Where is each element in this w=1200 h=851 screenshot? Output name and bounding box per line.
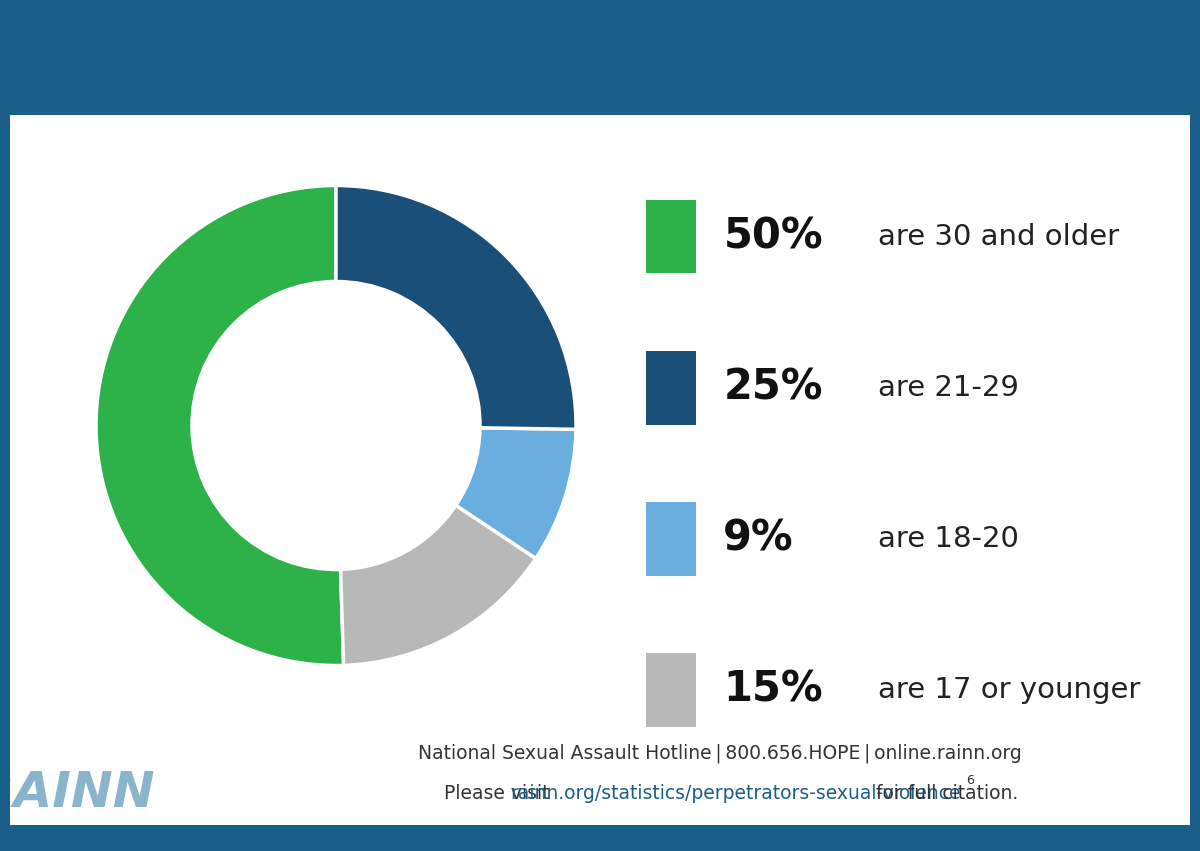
Text: 15%: 15%	[724, 669, 823, 711]
Text: are 17 or younger: are 17 or younger	[878, 676, 1140, 704]
Text: 9%: 9%	[724, 518, 794, 560]
FancyBboxPatch shape	[646, 654, 696, 727]
FancyBboxPatch shape	[646, 351, 696, 425]
Text: are 21-29: are 21-29	[878, 374, 1019, 402]
Text: 50%: 50%	[724, 215, 823, 258]
Wedge shape	[341, 505, 536, 665]
Text: are 30 and older: are 30 and older	[878, 223, 1120, 250]
Text: 25%: 25%	[724, 367, 823, 408]
Text: 6: 6	[966, 774, 974, 787]
FancyBboxPatch shape	[646, 502, 696, 575]
Wedge shape	[96, 186, 343, 665]
Wedge shape	[456, 428, 576, 558]
Text: HALF OF PERPETRATORS ARE 30 OR OLDER: HALF OF PERPETRATORS ARE 30 OR OLDER	[76, 37, 1124, 78]
Text: RAINN: RAINN	[0, 769, 156, 817]
Text: rainn.org/statistics/perpetrators-sexual-violence: rainn.org/statistics/perpetrators-sexual…	[510, 784, 960, 802]
FancyBboxPatch shape	[646, 200, 696, 273]
Text: National Sexual Assault Hotline | 800.656.HOPE | online.rainn.org: National Sexual Assault Hotline | 800.65…	[418, 744, 1022, 762]
Text: Please visit: Please visit	[444, 784, 556, 802]
Text: for full citation.: for full citation.	[870, 784, 1019, 802]
Wedge shape	[336, 186, 576, 429]
Text: are 18-20: are 18-20	[878, 525, 1019, 553]
